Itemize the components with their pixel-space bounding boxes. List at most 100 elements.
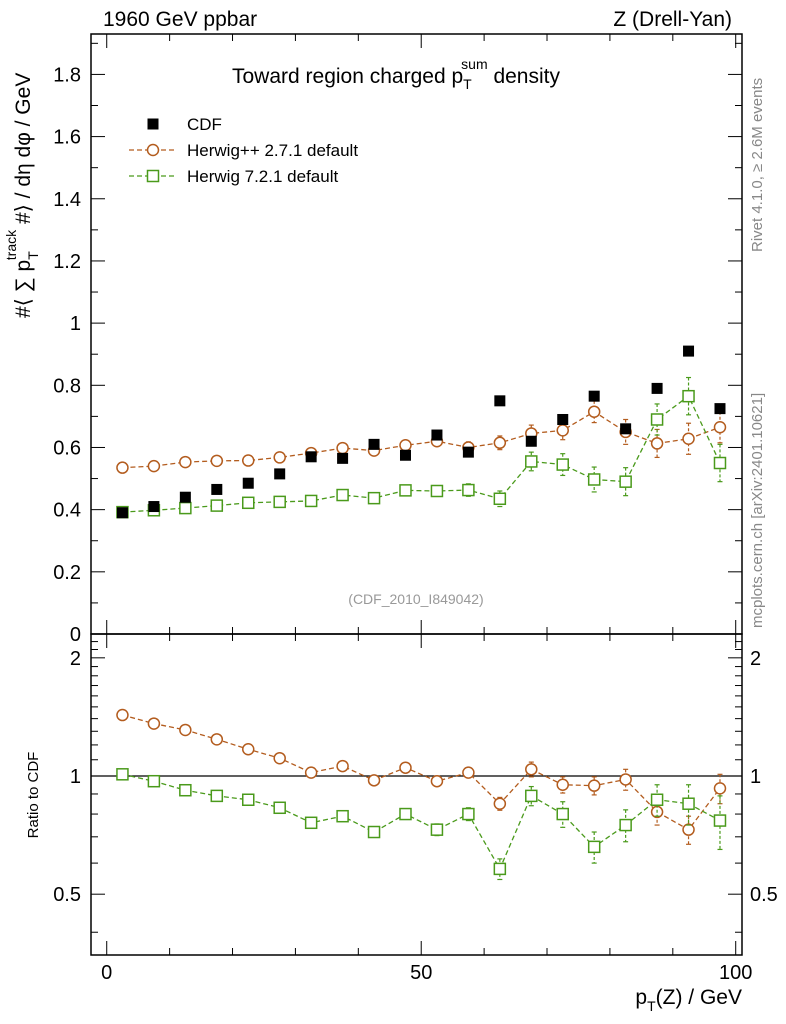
cdf-data-point bbox=[211, 483, 223, 495]
ratio-series-1-point bbox=[713, 782, 727, 795]
y-axis-label-post: #⟩ / dη dφ / GeV bbox=[12, 73, 35, 230]
y-tick-label: 1.2 bbox=[53, 251, 81, 273]
ratio-series-2-point bbox=[336, 809, 349, 823]
cdf-data-point bbox=[274, 468, 286, 480]
ratio-series-1-point bbox=[556, 778, 569, 792]
series-2-point bbox=[619, 475, 632, 488]
y-tick-label: 0 bbox=[70, 624, 81, 646]
cdf-data-point bbox=[714, 403, 726, 415]
cdf-data-point bbox=[368, 438, 380, 450]
y-tick-label: 1.6 bbox=[53, 127, 81, 149]
ratio-series-1-line bbox=[122, 714, 721, 831]
chart-title-sub: T bbox=[463, 76, 472, 92]
series-1-point bbox=[179, 455, 192, 469]
y-tick-label: 1.8 bbox=[53, 64, 81, 86]
x-axis-label-post: (Z) / GeV bbox=[656, 986, 742, 1009]
cdf-data-point bbox=[588, 390, 600, 402]
ratio-series-1-point bbox=[367, 774, 381, 787]
y-tick-label: 1 bbox=[70, 313, 81, 335]
ratio-series-2-point bbox=[147, 774, 161, 788]
cdf-data-point bbox=[337, 452, 349, 464]
ratio-series-1-point bbox=[273, 751, 286, 765]
ratio-series-2-point bbox=[179, 783, 192, 797]
series-1-point bbox=[210, 454, 224, 468]
series-2-point bbox=[399, 484, 412, 497]
cdf-data-point bbox=[305, 451, 317, 463]
series-2-point bbox=[713, 456, 727, 470]
ratio-series-1-point bbox=[304, 766, 318, 779]
x-axis-label-pre: p bbox=[635, 986, 647, 1009]
y-axis-label-sup: track bbox=[3, 229, 19, 260]
y-tick-label: 1.4 bbox=[53, 189, 81, 211]
cdf-data-point bbox=[179, 491, 191, 503]
ratio-series-1-point bbox=[179, 723, 192, 737]
cdf-data-point bbox=[116, 507, 128, 519]
series-1-point bbox=[336, 441, 349, 455]
ratio-y-tick-label-right: 2 bbox=[750, 648, 761, 670]
header-left-label: 1960 GeV ppbar bbox=[103, 8, 258, 31]
ratio-series-2-point bbox=[241, 793, 255, 807]
ratio-y-axis-label: Ratio to CDF bbox=[25, 752, 42, 839]
legend-marker-cdf bbox=[147, 118, 159, 130]
header-right-label: Z (Drell-Yan) bbox=[613, 8, 732, 31]
ratio-series-2-point bbox=[304, 816, 318, 830]
y-tick-label: 0.4 bbox=[53, 500, 81, 522]
series-2-point bbox=[430, 484, 444, 498]
legend-marker-1 bbox=[146, 143, 160, 157]
series-2-point bbox=[179, 501, 192, 515]
legend-label-1: Herwig++ 2.7.1 default bbox=[187, 141, 358, 160]
ratio-series-1-point bbox=[147, 717, 161, 730]
ratio-series-2-point bbox=[367, 825, 381, 839]
x-tick-label: 0 bbox=[101, 962, 112, 984]
y-axis-label-sub: T bbox=[25, 251, 41, 260]
ratio-series-2-point bbox=[650, 793, 664, 807]
cdf-data-point bbox=[525, 435, 537, 447]
ratio-y-tick-label: 2 bbox=[70, 648, 81, 670]
x-tick-label: 50 bbox=[410, 962, 432, 984]
ratio-series-1-point bbox=[682, 823, 695, 836]
ratio-series-2-point bbox=[682, 797, 695, 810]
ratio-series-2-point bbox=[587, 840, 601, 854]
x-axis-label: pT(Z) / GeV bbox=[635, 986, 742, 1014]
ratio-series-2-point bbox=[116, 768, 129, 781]
y-axis-label: #⟨ ∑ pTtrack #⟩ / dη dφ / GeV bbox=[3, 73, 41, 318]
cdf-data-point bbox=[148, 501, 160, 513]
chart-title: Toward region charged pTsum density bbox=[232, 56, 560, 92]
cdf-data-point bbox=[431, 429, 443, 441]
ratio-series-2-point bbox=[210, 789, 224, 803]
ratio-series-1-point bbox=[619, 773, 632, 786]
ratio-series-1-point bbox=[241, 742, 255, 756]
ratio-series-1-point bbox=[116, 708, 129, 722]
y-tick-label: 0.2 bbox=[53, 562, 81, 584]
ratio-series-1-point bbox=[493, 797, 507, 810]
ratio-panel-frame bbox=[90, 633, 743, 956]
ratio-series-1-point bbox=[210, 733, 224, 746]
ratio-series-2-point bbox=[525, 789, 538, 803]
cdf-data-point bbox=[399, 449, 411, 461]
cdf-data-point bbox=[557, 413, 569, 425]
ratio-series-2-point bbox=[399, 807, 412, 821]
ratio-series-2-point bbox=[462, 807, 475, 821]
series-1-point bbox=[682, 432, 695, 446]
series-2-point bbox=[650, 413, 664, 426]
chart-title-sup: sum bbox=[461, 56, 487, 72]
x-tick-label: 100 bbox=[719, 962, 752, 984]
ratio-y-tick-label: 1 bbox=[70, 766, 81, 788]
series-2-point bbox=[367, 491, 381, 505]
ratio-y-tick-label-right: 1 bbox=[750, 766, 761, 788]
y-tick-label: 0.8 bbox=[53, 375, 81, 397]
ratio-series-2-point bbox=[273, 801, 286, 815]
ratio-series-1-point bbox=[587, 779, 601, 792]
ratio-series-2-point bbox=[556, 807, 569, 821]
x-axis-label-sub: T bbox=[647, 998, 656, 1014]
ratio-y-tick-label: 0.5 bbox=[53, 884, 81, 906]
series-2-point bbox=[210, 499, 224, 512]
series-1-point bbox=[713, 421, 727, 434]
series-1-point bbox=[493, 436, 507, 450]
series-2-point bbox=[587, 473, 601, 486]
series-1-point bbox=[399, 439, 412, 452]
series-2-point bbox=[304, 494, 318, 508]
ratio-series-2-point bbox=[493, 862, 507, 876]
series-2-point bbox=[525, 455, 538, 468]
